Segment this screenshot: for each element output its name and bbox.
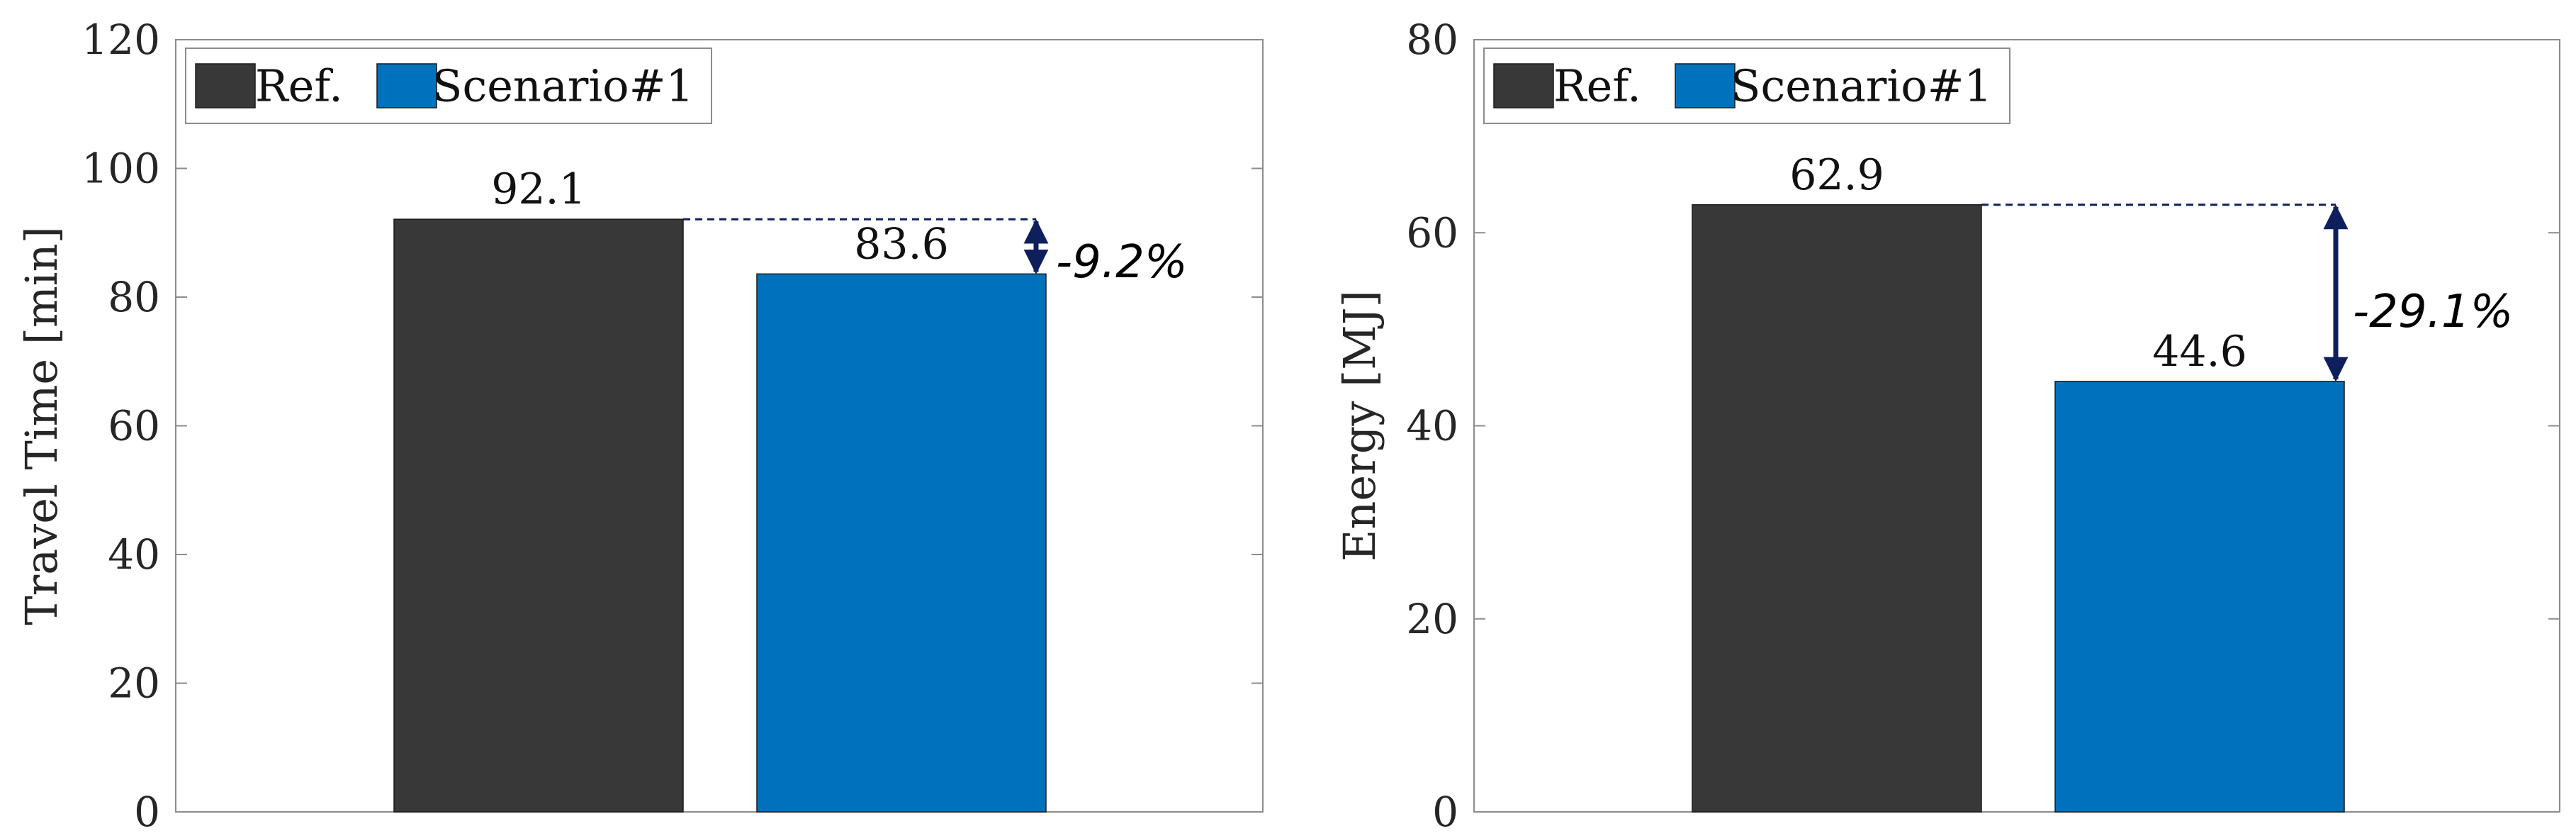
legend-label-ref: Ref.	[255, 60, 343, 112]
bar-ref	[1692, 204, 1982, 813]
y-tick-label: 100	[81, 145, 160, 193]
y-axis-label: Travel Time [min]	[16, 226, 67, 625]
y-tick-label: 40	[1406, 402, 1458, 450]
y-tick-label: 60	[108, 402, 160, 450]
legend-box	[185, 48, 712, 124]
plot-area	[1473, 39, 2560, 813]
y-tick-label: 0	[134, 788, 160, 836]
y-tick-label: 80	[108, 273, 160, 321]
legend-label-ref: Ref.	[1553, 60, 1641, 112]
bar-ref	[393, 218, 684, 813]
bar-scenario1	[2054, 381, 2345, 813]
bar-scenario1	[756, 273, 1047, 813]
energy-chart: 0 20 40 60 80 Energy [MJ] 62.9 44.6 -29.1% Ref. Sc…	[1334, 16, 2560, 836]
legend: Ref. Scenario#1	[185, 48, 712, 124]
legend-swatch-scenario1	[1675, 63, 1736, 108]
change-percent-label: -29.1%	[2353, 286, 2513, 338]
y-tick-label: 60	[1406, 208, 1458, 257]
data-label-ref: 92.1	[491, 165, 586, 214]
y-tick-label: 40	[108, 530, 160, 579]
y-tick-label: 0	[1432, 788, 1458, 836]
y-tick-label: 80	[1406, 16, 1458, 64]
data-label-ref: 62.9	[1789, 150, 1884, 200]
change-percent-label: -9.2%	[1056, 236, 1188, 289]
legend-label-scenario1: Scenario#1	[1731, 60, 1992, 112]
data-label-scenario1: 44.6	[2152, 327, 2247, 377]
y-tick-label: 20	[1406, 595, 1458, 643]
y-tick-label: 120	[81, 16, 160, 64]
legend-swatch-ref	[1493, 63, 1554, 108]
legend-box	[1483, 48, 2010, 124]
legend: Ref. Scenario#1	[1483, 48, 2010, 124]
travel-time-chart: 0 20 40 60 80 100 120 Travel Time [min] 92.1 83.6…	[16, 16, 1264, 836]
plot-area	[175, 39, 1264, 813]
data-label-scenario1: 83.6	[854, 219, 949, 269]
y-tick-label: 20	[108, 659, 160, 708]
y-axis-label: Energy [MJ]	[1334, 290, 1385, 562]
legend-swatch-scenario1	[376, 63, 437, 108]
legend-label-scenario1: Scenario#1	[432, 60, 694, 112]
legend-swatch-ref	[195, 63, 256, 108]
